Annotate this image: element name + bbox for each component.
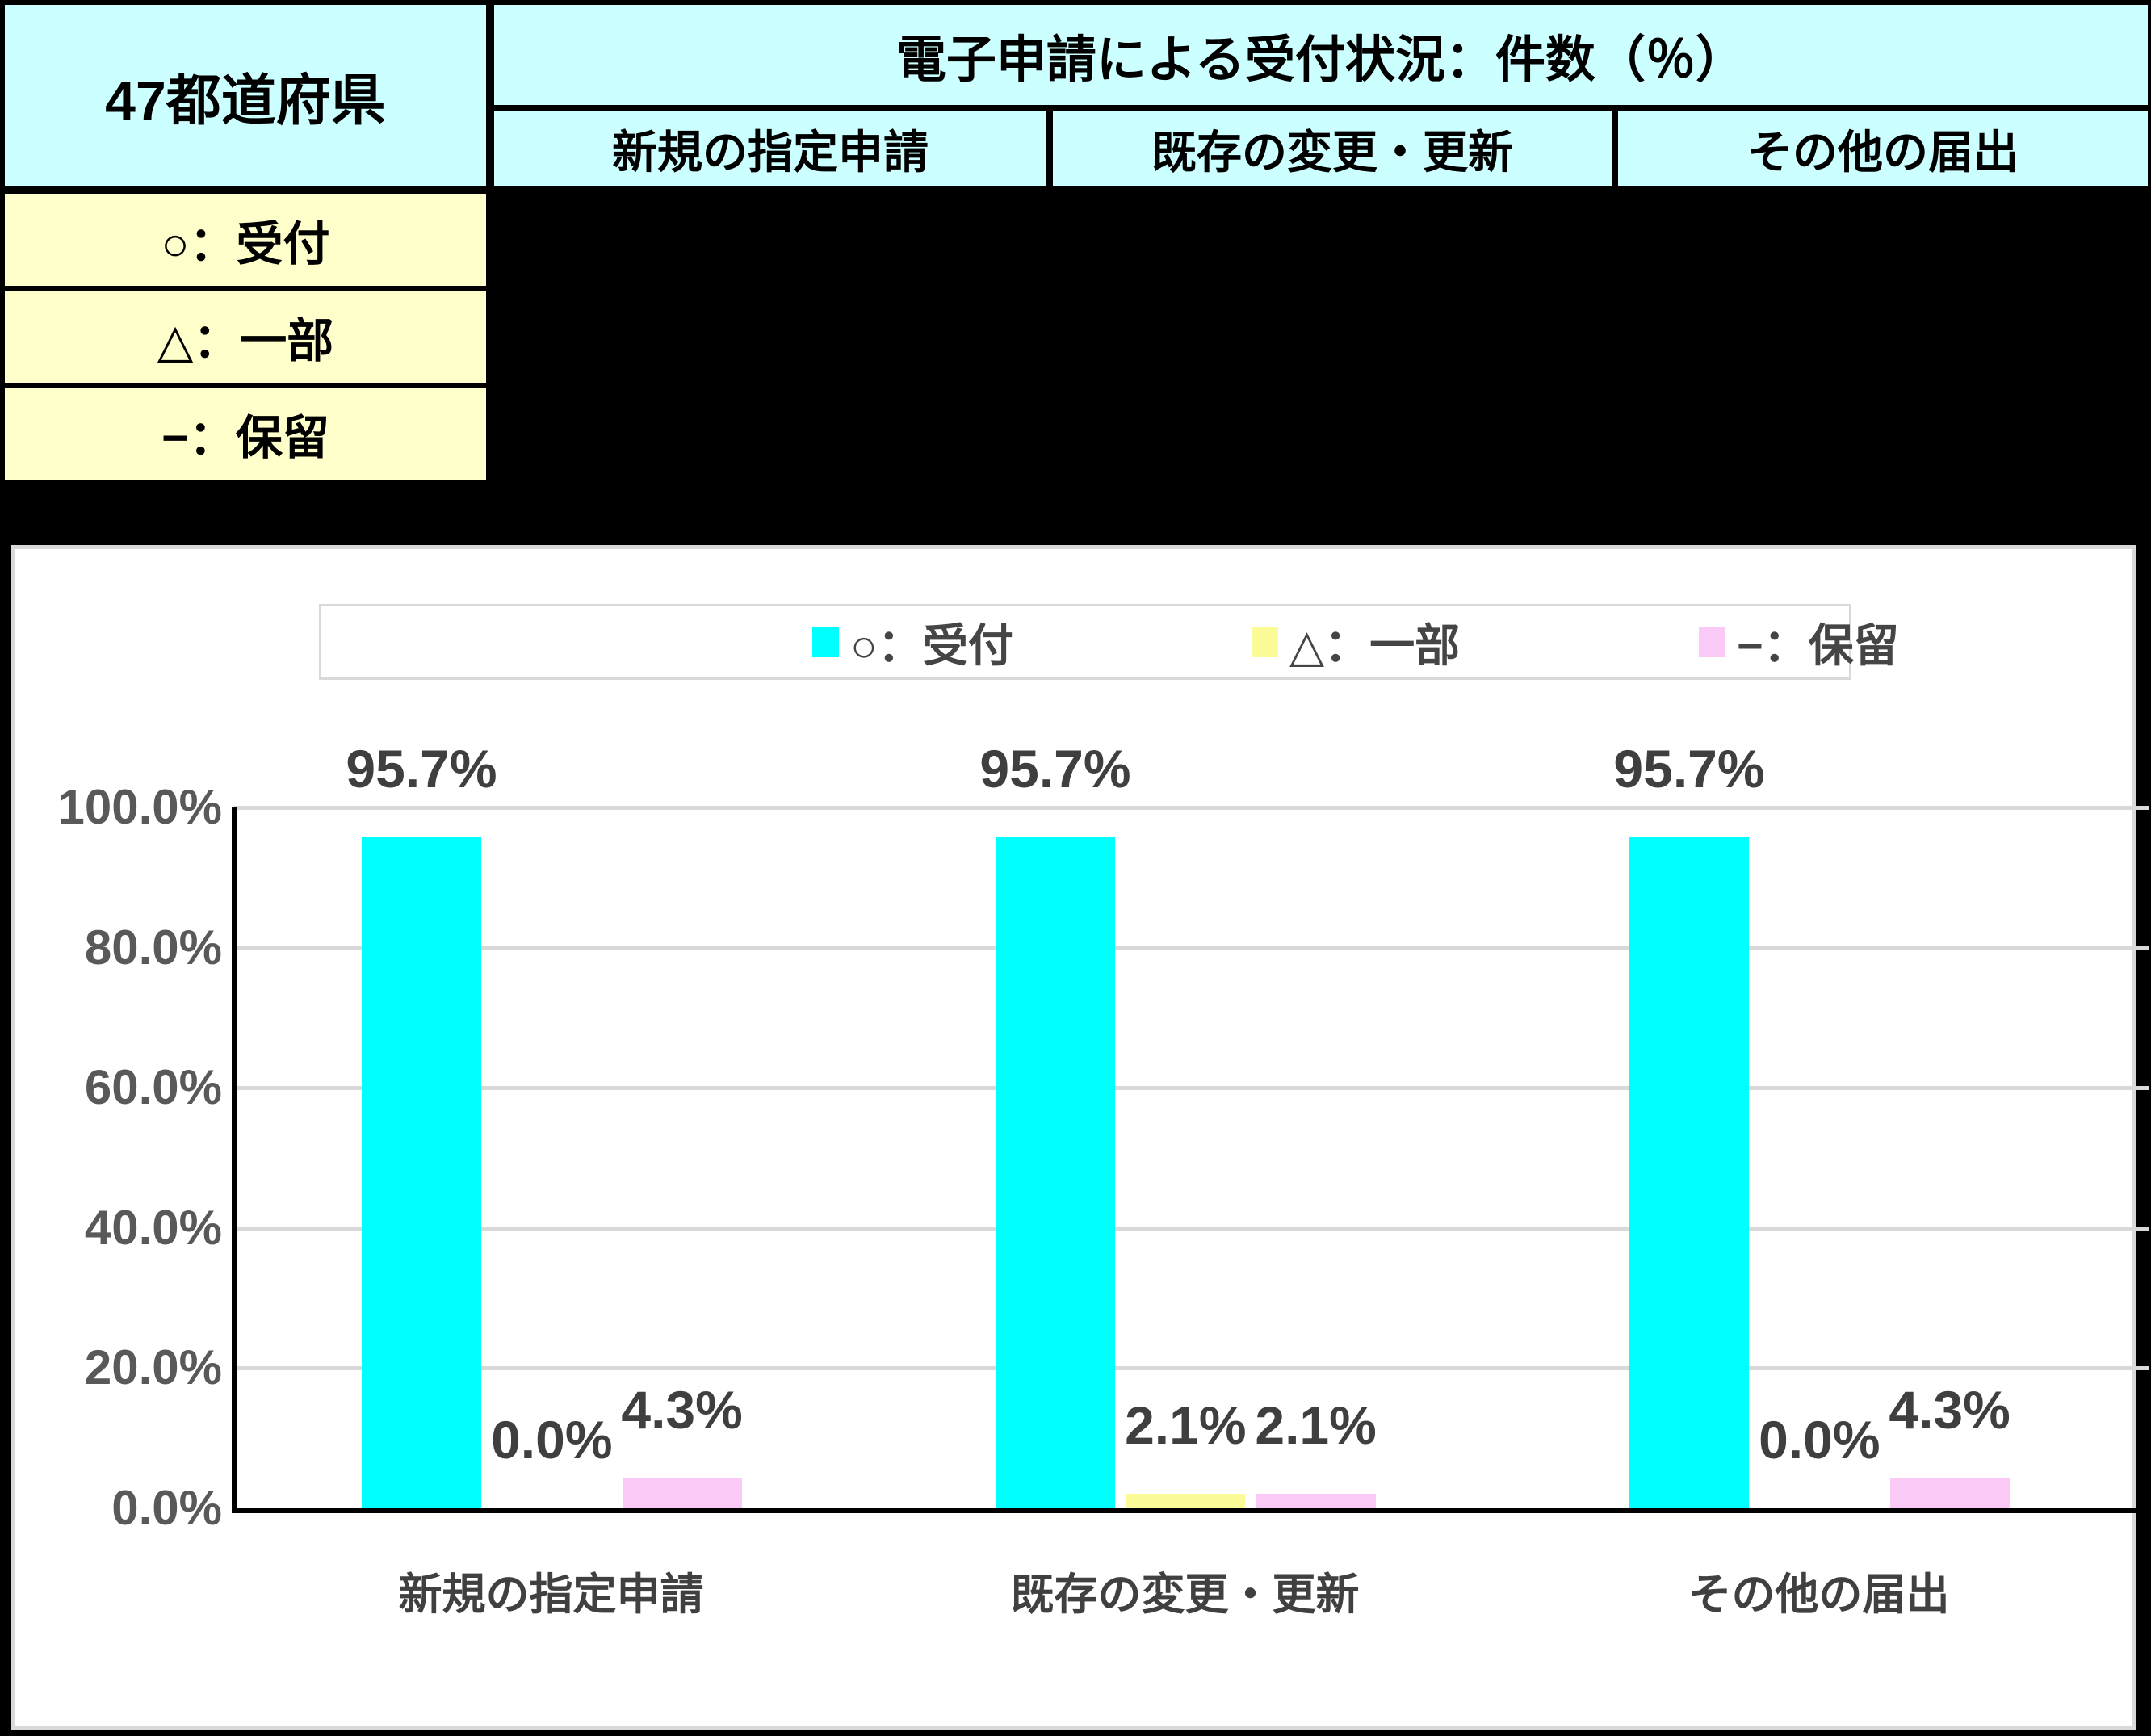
legend-swatch-accepted <box>812 627 839 657</box>
bar-value-label-series0-cat1: 95.7% <box>979 739 1131 799</box>
bar-value-label-series2-cat0: 4.3% <box>621 1379 743 1440</box>
bar-value-label-series2-cat1: 2.1% <box>1255 1394 1377 1455</box>
bar-value-label-series1-cat1: 2.1% <box>1125 1394 1247 1455</box>
gridline-80 <box>234 946 2149 950</box>
table-status-accepted: ○：受付 <box>5 194 486 286</box>
plot-area: 95.7% 95.7% 95.7% 0.0% 2.1% 0.0% 4.3% 2.1% 4.3% <box>232 739 2149 1513</box>
bar-value-label-series1-cat2: 0.0% <box>1759 1410 1881 1470</box>
category-label-0: 新規の指定申請 <box>398 1570 704 1619</box>
bar-series2-cat0 <box>622 1478 742 1508</box>
gridline-40 <box>234 1226 2149 1231</box>
legend-item-pending: −：保留 <box>1699 606 1899 677</box>
bar-series0-cat0 <box>362 837 481 1508</box>
y-tick-label-40: 40.0% <box>84 1200 222 1255</box>
bar-series1-cat1 <box>1126 1493 1246 1508</box>
legend-swatch-partial <box>1252 627 1278 657</box>
table-cell-group-header: 電子申請による受付状況：件数（％） <box>494 5 2148 105</box>
y-axis-line <box>232 807 237 1513</box>
y-tick-label-80: 80.0% <box>84 920 222 975</box>
x-axis-line <box>232 1508 2147 1513</box>
bar-series0-cat1 <box>996 837 1115 1508</box>
category-label-1: 既存の変更・更新 <box>1010 1570 1360 1619</box>
y-tick-label-20: 20.0% <box>84 1340 222 1395</box>
table-cell-prefectures: 47都道府県 <box>5 5 486 186</box>
y-axis-tick-labels: 100.0% 80.0% 60.0% 40.0% 20.0% 0.0% <box>15 780 223 1535</box>
table-status-partial: △：一部 <box>5 291 486 383</box>
bar-series2-cat2 <box>1889 1478 2010 1508</box>
gridline-60 <box>234 1086 2149 1091</box>
chart-panel: ○：受付 △：一部 −：保留 100.0% 80.0% 60.0% 40.0% 20.0… <box>11 545 2149 1730</box>
bar-value-label-series1-cat0: 0.0% <box>491 1410 613 1470</box>
table-col-new-application: 新規の指定申請 <box>494 111 1046 186</box>
bar-value-label-series2-cat2: 4.3% <box>1889 1379 2011 1440</box>
table-col-change-renewal: 既存の変更・更新 <box>1053 111 1612 186</box>
legend-item-accepted: ○：受付 <box>812 606 1013 677</box>
legend-label-accepted: ○：受付 <box>850 619 1013 671</box>
bar-series0-cat2 <box>1629 837 1749 1508</box>
bar-value-label-series0-cat2: 95.7% <box>1613 739 1765 799</box>
legend-item-partial: △：一部 <box>1252 606 1460 677</box>
gridline-20 <box>234 1366 2149 1371</box>
bar-series2-cat1 <box>1256 1493 1376 1508</box>
table-col-other-notification: その他の届出 <box>1618 111 2148 186</box>
chart-legend: ○：受付 △：一部 −：保留 <box>319 604 1899 680</box>
gridline-100 <box>234 806 2149 810</box>
category-labels: 新規の指定申請 既存の変更・更新 その他の届出 <box>234 1558 2136 1623</box>
legend-label-partial: △：一部 <box>1289 619 1461 671</box>
legend-swatch-pending <box>1699 627 1725 657</box>
category-label-2: その他の届出 <box>1688 1570 1950 1619</box>
legend-label-pending: −：保留 <box>1737 619 1899 671</box>
bar-value-label-series0-cat0: 95.7% <box>346 739 497 799</box>
y-tick-label-100: 100.0% <box>57 780 223 834</box>
y-tick-label-0: 0.0% <box>111 1481 222 1535</box>
y-tick-label-60: 60.0% <box>84 1060 222 1115</box>
table-status-pending: −：保留 <box>5 388 486 480</box>
